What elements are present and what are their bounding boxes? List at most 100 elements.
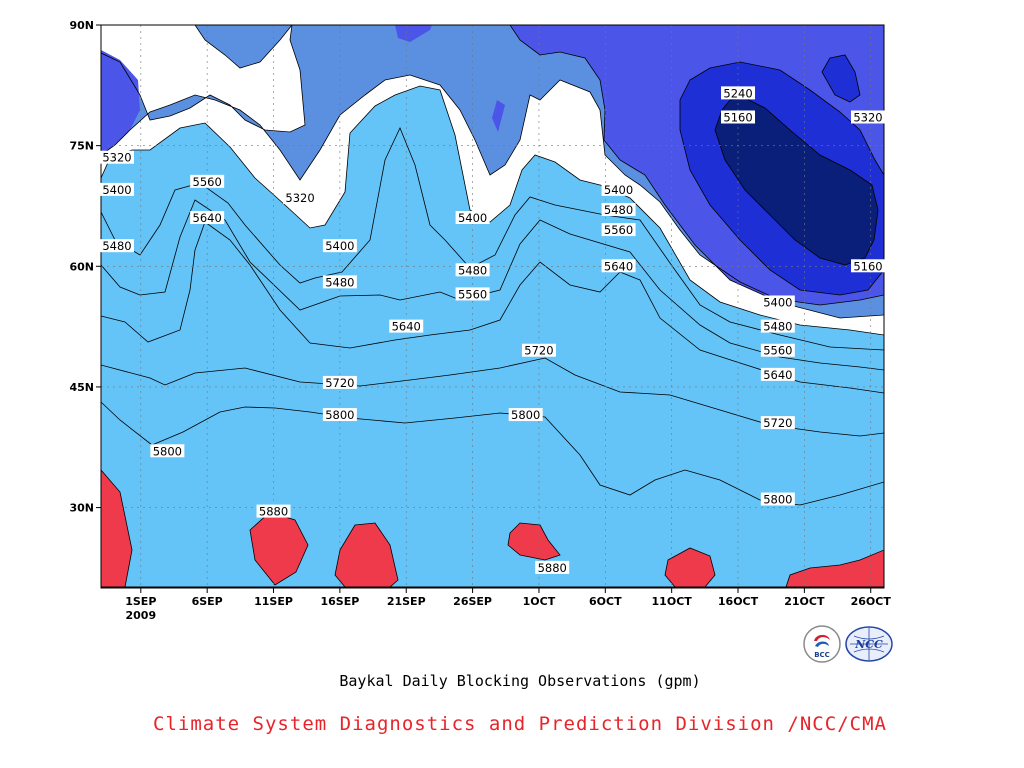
chart-subtitle: Baykal Daily Blocking Observations (gpm)	[339, 672, 701, 690]
contour-label: 5320	[853, 110, 882, 124]
contour-line	[101, 469, 133, 588]
contour-label-bg	[760, 343, 795, 357]
contour-line	[101, 85, 884, 588]
x-tick-label: 21SEP	[387, 595, 426, 608]
bcc-logo-text: BCC	[814, 651, 830, 659]
contour-label-bg	[455, 287, 490, 301]
contour-label-bg	[508, 408, 543, 422]
contour-label: 5320	[102, 151, 131, 165]
contour-label-bg	[322, 275, 357, 289]
x-tick-label: 11SEP	[254, 595, 293, 608]
contour-label: 5880	[538, 561, 567, 575]
y-tick-label: 75N	[69, 140, 94, 153]
contour-label: 5480	[458, 263, 487, 277]
contour-region	[101, 50, 140, 178]
contour-line	[679, 61, 884, 296]
contour-region	[786, 550, 884, 587]
contour-label: 5720	[763, 416, 792, 430]
contour-label: 5640	[392, 320, 421, 334]
x-year-label: 2009	[126, 609, 157, 622]
contour-label-bg	[322, 239, 357, 253]
bcc-logo-icon: BCC	[803, 625, 841, 663]
contour-label: 5720	[524, 344, 553, 358]
contour-line	[714, 97, 879, 266]
contour-label-bg	[322, 408, 357, 422]
contour-label-bg	[100, 150, 134, 164]
contour-label-bg	[760, 295, 795, 309]
contour-label: 5560	[604, 223, 633, 237]
contour-label-bg	[760, 319, 795, 333]
contour-line	[194, 25, 293, 69]
contour-region	[250, 512, 308, 585]
x-tick-label: 21OCT	[784, 595, 825, 608]
plot-frame	[100, 24, 885, 589]
contour-label-bg	[283, 190, 318, 204]
contour-label: 5640	[193, 211, 222, 225]
contour-region	[715, 98, 878, 265]
contour-region	[822, 55, 860, 102]
contour-label: 5480	[325, 275, 354, 289]
ncc-logo-text: NCC	[854, 638, 883, 651]
contour-line	[334, 522, 399, 588]
contour-label: 5800	[153, 444, 182, 458]
contour-label-bg	[601, 223, 636, 237]
contour-label: 5400	[102, 183, 131, 197]
x-tick-label: 26OCT	[851, 595, 892, 608]
contour-label-bg	[455, 263, 490, 277]
contour-fills	[101, 25, 884, 587]
contour-region	[101, 86, 884, 587]
contour-label-bg	[851, 259, 885, 273]
contour-label: 5880	[259, 505, 288, 519]
y-tick-label: 60N	[69, 260, 94, 273]
contour-line	[101, 357, 884, 588]
contour-region	[290, 25, 385, 95]
x-tick-label: 6SEP	[192, 595, 223, 608]
contour-label: 5400	[458, 211, 487, 225]
contour-label-bg	[389, 319, 424, 333]
credit-line: Climate System Diagnostics and Predictio…	[153, 713, 887, 735]
contour-label-bg	[851, 110, 885, 124]
contour-region	[395, 25, 432, 42]
contour-label-bg	[521, 343, 556, 357]
contour-label-bg	[322, 375, 357, 389]
contour-region	[665, 548, 715, 587]
contour-line	[785, 549, 884, 588]
contour-label: 5480	[763, 320, 792, 334]
contour-label: 5240	[723, 86, 752, 100]
contour-label-bg	[100, 182, 134, 196]
contour-label-bg	[535, 560, 570, 574]
contour-region	[492, 100, 505, 132]
x-tick-label: 16SEP	[320, 595, 359, 608]
x-tick-label: 11OCT	[652, 595, 693, 608]
contour-label: 5400	[325, 239, 354, 253]
contour-label: 5480	[102, 239, 131, 253]
contour-region	[195, 25, 292, 68]
contour-label-bg	[760, 416, 795, 430]
contour-line	[507, 522, 561, 561]
ncc-logo-icon: NCC	[845, 626, 893, 662]
contour-label-bg	[760, 492, 795, 506]
x-tick-label: 26SEP	[453, 595, 492, 608]
contour-label: 5640	[604, 259, 633, 273]
y-tick-label: 45N	[69, 381, 94, 394]
contour-label-bg	[190, 174, 225, 188]
contour-label-bg	[100, 239, 134, 253]
contour-line	[664, 547, 716, 588]
contour-label: 5720	[325, 376, 354, 390]
contour-label: 5480	[604, 203, 633, 217]
contour-label-bg	[721, 86, 756, 100]
contour-line	[821, 54, 861, 103]
contour-label: 5800	[511, 408, 540, 422]
contour-label: 5560	[763, 344, 792, 358]
contour-label: 5320	[285, 191, 314, 205]
x-tick-label: 1OCT	[523, 595, 556, 608]
contour-labels: 5320 5400 5480 5560 5640 5320 5400 5480 5640 5720…	[100, 86, 885, 575]
contour-region	[101, 470, 132, 587]
contour-label: 5560	[193, 175, 222, 189]
y-tick-label: 90N	[69, 19, 94, 32]
contour-label: 5800	[325, 408, 354, 422]
grid-lines	[101, 25, 884, 588]
contour-label-bg	[601, 259, 636, 273]
